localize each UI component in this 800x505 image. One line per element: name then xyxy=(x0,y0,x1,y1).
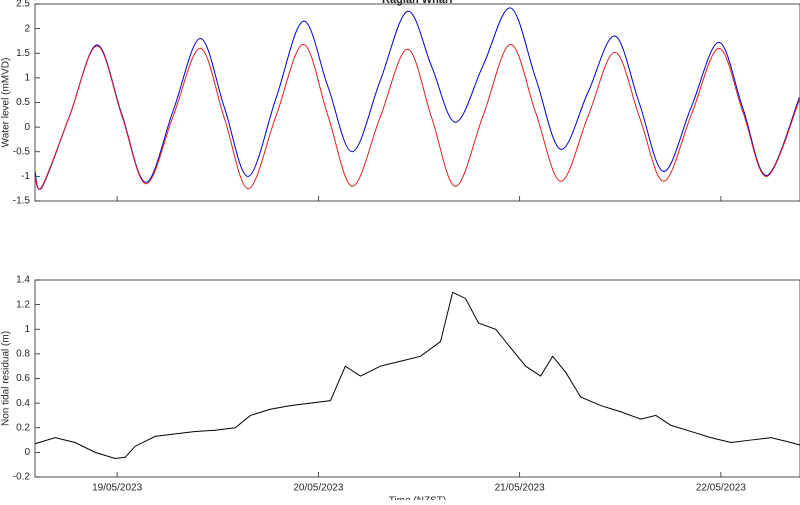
y-tick-label: 0.5 xyxy=(16,97,30,108)
chart-title: Raglan Wharf xyxy=(382,0,453,6)
x-tick-label: 22/05/2023 xyxy=(696,483,746,494)
y-tick-label: -0.2 xyxy=(13,472,31,483)
y-tick-label: -1 xyxy=(21,171,30,182)
y-tick-label: -1.5 xyxy=(13,196,31,207)
y-tick-label: 1 xyxy=(24,324,30,335)
y-tick-label: 0.8 xyxy=(16,349,30,360)
y-tick-label: 0.4 xyxy=(16,398,30,409)
x-tick-label: 20/05/2023 xyxy=(293,483,343,494)
y-tick-label: 1.2 xyxy=(16,299,30,310)
y-tick-label: 2 xyxy=(24,23,30,34)
plot-area xyxy=(34,3,800,202)
series-line xyxy=(34,7,800,190)
x-axis-label: Time (NZST) xyxy=(389,496,446,500)
y-tick-label: 1.4 xyxy=(16,275,30,286)
series-line xyxy=(34,43,800,190)
plot-area xyxy=(34,279,800,478)
y-tick-label: 2.5 xyxy=(16,0,30,10)
y-tick-label: 0.2 xyxy=(16,422,30,433)
y-axis-label: Water level (mMVD) xyxy=(1,58,12,148)
y-tick-label: 1 xyxy=(24,73,30,84)
x-tick-label: 21/05/2023 xyxy=(495,483,545,494)
y-axis-label: Non tidal residual (m) xyxy=(1,331,12,426)
y-tick-label: -0.5 xyxy=(13,146,31,157)
x-tick-label: 19/05/2023 xyxy=(92,483,142,494)
series-line xyxy=(34,291,800,460)
y-tick-label: 1.5 xyxy=(16,48,30,59)
y-tick-label: 0.6 xyxy=(16,373,30,384)
y-tick-label: 0 xyxy=(24,122,30,133)
y-tick-label: 0 xyxy=(24,447,30,458)
